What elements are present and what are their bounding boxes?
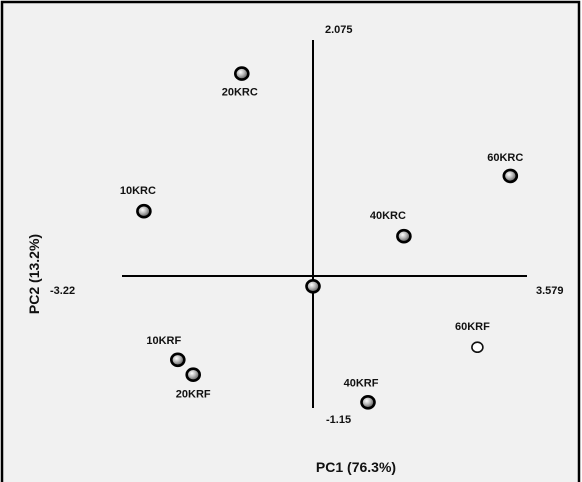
y-tick-max-label: 2.075 <box>325 24 353 36</box>
point-label-40krf: 40KRF <box>344 377 379 389</box>
x-tick-min-label: -3.22 <box>50 285 75 297</box>
x-tick-max-label: 3.579 <box>536 285 564 297</box>
data-point-20krc <box>234 66 250 81</box>
data-point-40krc <box>396 228 412 244</box>
data-point-20krf <box>185 367 201 383</box>
axes <box>122 40 527 408</box>
point-label-20krf: 20KRF <box>176 389 211 401</box>
x-axis-title: PC1 (76.3%) <box>316 459 396 475</box>
y-axis-title: PC2 (13.2%) <box>26 234 42 314</box>
y-tick-min-label: -1.15 <box>326 414 351 426</box>
data-point-60krc <box>502 168 519 184</box>
point-label-10krc: 10KRC <box>120 185 156 197</box>
point-label-60krc: 60KRC <box>487 152 523 164</box>
point-label-10krf: 10KRF <box>146 335 181 347</box>
data-point-10krc <box>136 203 152 219</box>
point-label-40krc: 40KRC <box>370 210 406 222</box>
data-point-origin <box>305 278 321 294</box>
point-label-60krf: 60KRF <box>455 321 490 333</box>
data-point-60krf <box>471 341 484 354</box>
data-points: 20KRC 10KRC 40KRC 60KRC 10KRF 20KRF 40KRF 60KRF <box>120 66 523 410</box>
data-point-40krf <box>360 394 376 410</box>
data-point-10krf <box>170 352 186 368</box>
point-label-20krc: 20KRC <box>222 87 258 99</box>
